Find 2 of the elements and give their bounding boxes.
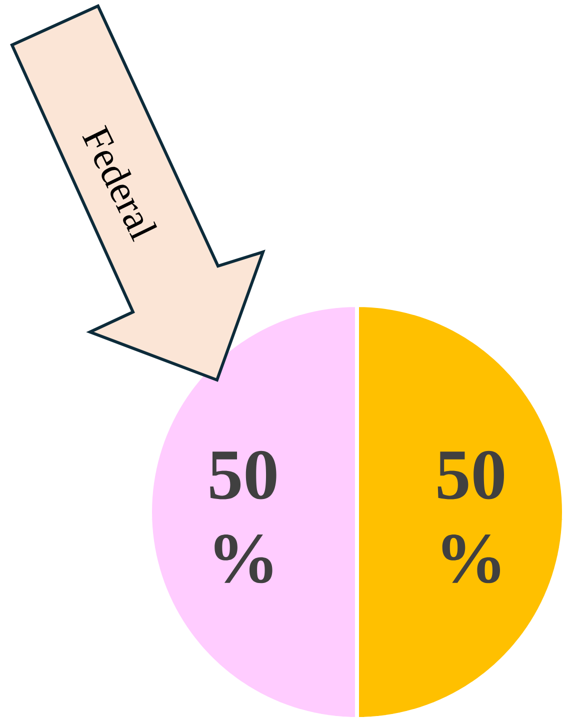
data-label: 50 % [438,450,504,584]
data-label: 50 % [210,450,276,584]
